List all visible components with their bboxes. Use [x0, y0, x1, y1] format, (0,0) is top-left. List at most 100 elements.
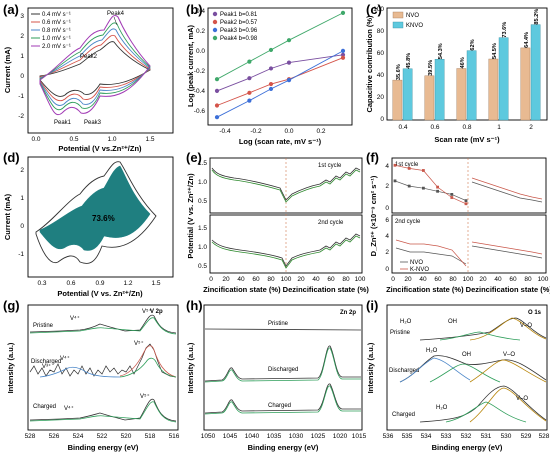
a-ytick-1: 2 — [20, 33, 24, 40]
h-xtick-7: 1015 — [352, 433, 367, 440]
b-point-3-2 — [268, 47, 274, 53]
d-xlabel: Potential (V vs. Zn²⁺/Zn) — [57, 289, 143, 298]
panel-a: (a) 3 2 1 0 -1 -2 0.0 0.5 1.0 1.5 Potent… — [3, 2, 174, 153]
e-bot-curve-b — [211, 235, 361, 269]
f-line-0 — [394, 180, 467, 201]
g-discharged-fit-a — [119, 345, 177, 378]
e-top-curve-a — [211, 167, 361, 201]
i-discharged-h2o: H₂O — [426, 348, 438, 354]
f-top-axes — [391, 157, 547, 214]
c-bar-label-knvo-3: 73.6% — [502, 22, 508, 38]
a-cv-curve-1 — [39, 41, 151, 97]
g-discharged-peak-c: V³⁺ — [42, 363, 51, 370]
a-xtick-0: 0.0 — [31, 136, 40, 143]
c-xtick-2: 0.8 — [462, 124, 471, 131]
f-top-ytick-0: 4 — [385, 163, 389, 170]
g-xtick-0: 528 — [25, 433, 36, 440]
panel-i-label: (i) — [366, 298, 378, 313]
e-top-ytick-1: 1.0 — [198, 179, 207, 186]
panel-h-axes — [203, 304, 363, 431]
h-charged-fit — [204, 385, 361, 415]
c-bar-label-nvo-4: 64.4% — [524, 32, 530, 48]
a-legend-3: 1.0 mV s⁻¹ — [42, 36, 71, 42]
b-ytick-5: -0.6 — [194, 108, 206, 115]
h-charged-curve — [204, 383, 361, 414]
panel-g-axes — [27, 304, 179, 431]
a-legend-4: 2.0 mV s⁻¹ — [42, 44, 71, 50]
g-charged-peak-b: V⁵⁺ — [140, 393, 150, 400]
f-point-0-3 — [436, 189, 439, 193]
h-row-discharged: Discharged — [268, 367, 298, 373]
f-point-0-1 — [407, 184, 411, 188]
f-bot-right-nvo — [471, 245, 543, 259]
panel-g-label: (g) — [3, 298, 20, 313]
h-xtick-6: 1020 — [333, 433, 348, 440]
d-ytick-3: -1 — [18, 251, 24, 258]
g-row-charged: Charged — [33, 404, 56, 410]
b-point-1-1 — [247, 90, 252, 95]
b-plot-area — [214, 10, 346, 120]
b-point-3-0 — [214, 77, 220, 82]
b-point-2-1 — [247, 98, 252, 103]
b-point-1-2 — [268, 81, 274, 87]
i-row-discharged: Discharged — [389, 368, 419, 374]
panel-e: (e) 1.5 1.0 0.5 1.5 1.0 0.5 1st cycle 2n… — [186, 150, 369, 294]
d-ytick-0: 2 — [20, 167, 24, 174]
c-bar-label-knvo-1: 54.3% — [438, 43, 444, 59]
i-xtick-2: 534 — [421, 433, 432, 440]
d-xtick-4: 1.5 — [151, 280, 160, 287]
b-ytick-1: 0.2 — [196, 28, 205, 35]
g-ylabel: Intensity (a.u.) — [6, 342, 15, 393]
b-xtick-1: -0.2 — [250, 128, 262, 135]
a-ylabel: Current (mA) — [3, 46, 12, 93]
f-xtick-3: 60 — [434, 276, 442, 283]
f-top-ytick-2: 0 — [385, 205, 389, 212]
g-pristine-envelope — [29, 314, 177, 334]
e-xtick-9: 80 — [342, 276, 350, 283]
b-legend-2: Peak3 b=0.96 — [220, 28, 258, 34]
a-peak3-label: Peak3 — [84, 120, 102, 126]
d-percentage-text: 73.6% — [92, 214, 115, 223]
c-ytick-3: 40 — [377, 72, 385, 79]
b-ytick-4: -0.4 — [194, 88, 206, 95]
f-top-ytick-1: 2 — [385, 183, 389, 190]
c-legend-0: NVO — [406, 13, 419, 19]
i-charged-fit-vo — [469, 387, 547, 423]
panel-c-label: (c) — [366, 2, 382, 17]
i-xlabel: Binding energy (eV) — [432, 443, 503, 452]
d-ytick-1: 1 — [20, 195, 24, 202]
b-point-2-2 — [268, 86, 274, 92]
c-bar-label-nvo-2: 46% — [460, 57, 466, 68]
f-xtick-9: 80 — [524, 276, 532, 283]
c-bar-nvo-1 — [424, 75, 435, 121]
panel-d-axes — [27, 156, 174, 278]
i-discharged-fit-h2o — [399, 357, 471, 383]
f-bot-right-knvo — [471, 241, 543, 255]
h-xtick-2: 1040 — [245, 433, 260, 440]
c-bar-nvo-0 — [392, 79, 403, 121]
c-legend-swatch-1 — [392, 21, 404, 29]
b-point-0-1 — [247, 76, 252, 81]
b-point-3-4 — [340, 10, 346, 15]
f-legend-1: K-NVO — [410, 267, 429, 273]
b-legend-1: Peak2 b=0.57 — [220, 20, 258, 26]
e-xtick-7: 40 — [312, 276, 320, 283]
b-point-0-2 — [268, 66, 274, 71]
g-xtick-6: 516 — [169, 433, 180, 440]
i-xtick-3: 533 — [441, 433, 452, 440]
c-bar-label-nvo-1: 39.5% — [428, 60, 434, 76]
e-xtick-5: 100 — [281, 276, 292, 283]
a-cv-curve-5 — [39, 15, 151, 116]
panel-c: (c) 100 80 60 40 20 0 Scan rate (mV s⁻¹)… — [365, 2, 548, 144]
b-point-0-4 — [340, 52, 346, 57]
e-bot-curve-a — [211, 233, 361, 267]
h-title: Zn 2p — [340, 310, 356, 316]
d-capacitive-fill — [39, 165, 151, 251]
b-ytick-3: -0.2 — [194, 68, 206, 75]
c-bar-knvo-1 — [434, 59, 445, 121]
f-xtick-10: 100 — [538, 276, 549, 283]
e-ylabel: Potential (V vs. Zn²⁺/Zn) — [186, 173, 195, 259]
d-xtick-2: 0.9 — [95, 280, 104, 287]
i-ylabel: Intensity (a.u.) — [366, 342, 375, 393]
